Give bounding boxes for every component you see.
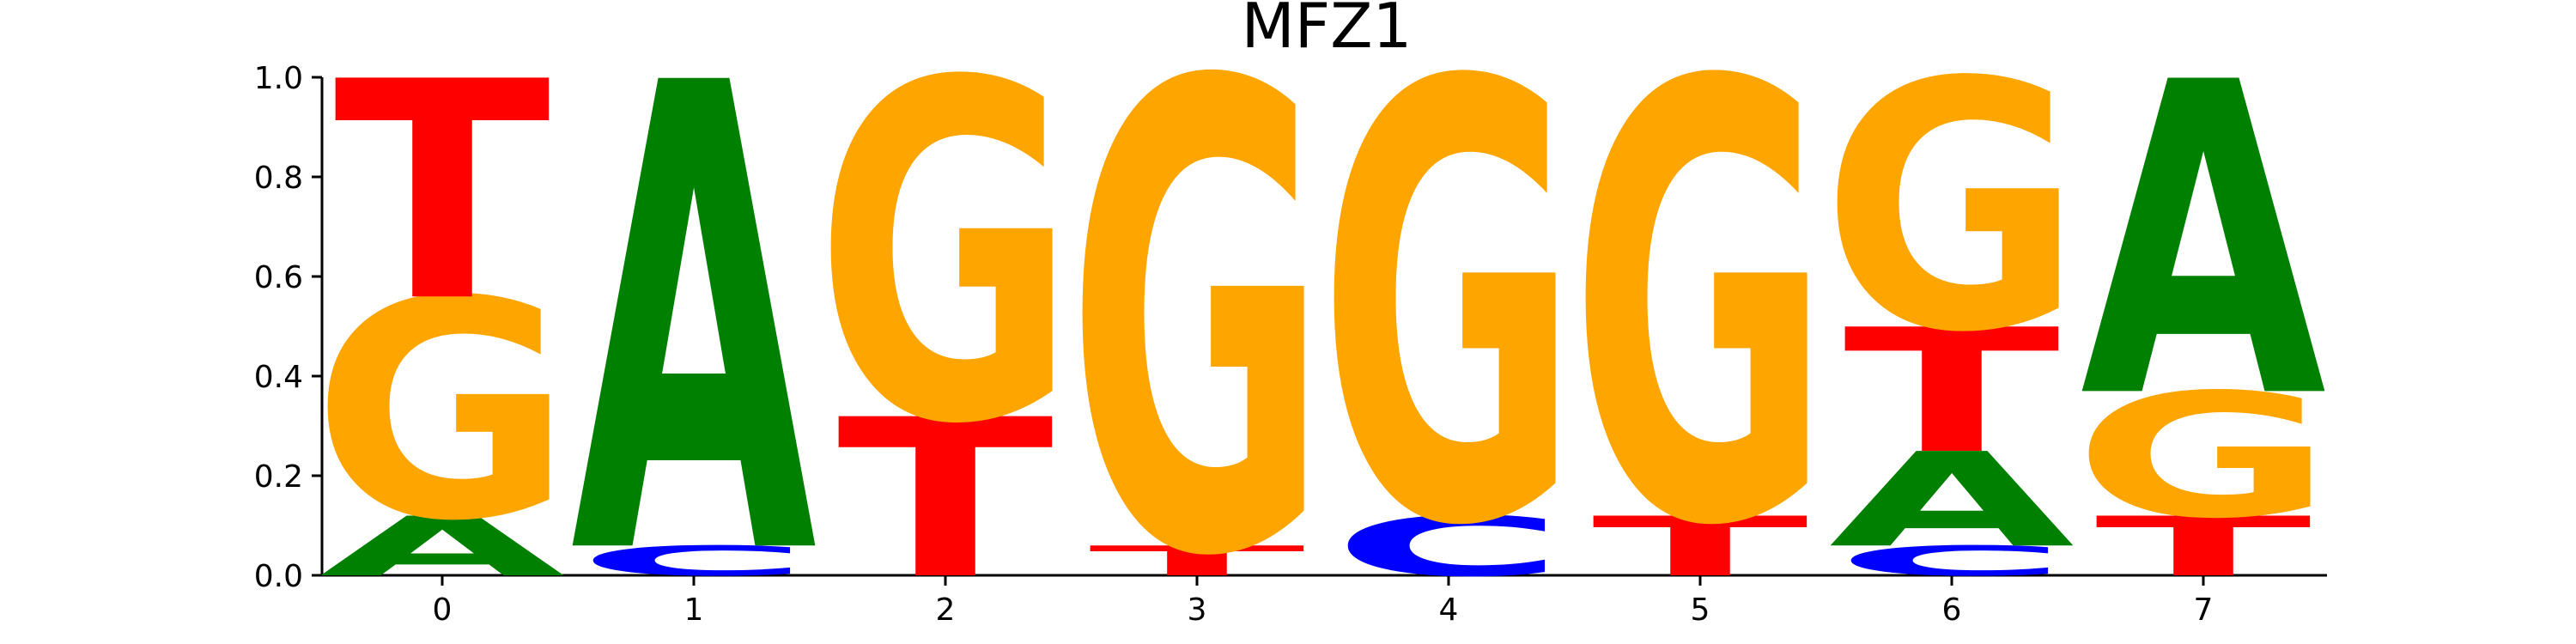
logo-letter-glyph: C	[577, 538, 810, 585]
logo-letter-G: G	[1066, 0, 1327, 644]
logo-letter-T: T	[837, 373, 1055, 627]
logo-letter-glyph: G	[312, 237, 573, 586]
y-tick-label: 0.6	[254, 260, 303, 295]
logo-letter-glyph: C	[1332, 499, 1564, 594]
x-tick-label: 3	[1188, 592, 1207, 628]
chart-title: MFZ1	[1242, 0, 1413, 62]
logo-letter-glyph: G	[1066, 0, 1327, 644]
logo-letter-glyph: T	[1844, 293, 2062, 492]
logo-letter-glyph: G	[2073, 357, 2334, 556]
x-tick-label: 6	[1942, 592, 1962, 628]
x-tick-label: 0	[433, 592, 453, 628]
logo-letter-glyph: G	[1318, 0, 1579, 644]
logo-letter-G: G	[815, 0, 1076, 526]
logo-letter-glyph: A	[319, 499, 568, 594]
x-tick-label: 7	[2194, 592, 2214, 628]
logo-letter-glyph: G	[1570, 0, 1831, 644]
logo-letter-A: A	[2081, 0, 2329, 493]
x-tick-label: 4	[1439, 592, 1459, 628]
y-tick-label: 1.0	[254, 61, 303, 96]
logo-letter-glyph: T	[2095, 499, 2313, 594]
logo-letter-glyph: T	[1089, 538, 1307, 585]
logo-letter-glyph: A	[1829, 425, 2077, 576]
logo-letter-A: A	[571, 0, 819, 644]
logo-letter-glyph: T	[334, 18, 552, 368]
y-tick-label: 0.0	[254, 559, 303, 594]
logo-letter-G: G	[1318, 0, 1579, 644]
x-tick-label: 1	[684, 592, 704, 628]
x-tick-label: 2	[936, 592, 956, 628]
logo-letter-glyph: C	[1835, 538, 2068, 585]
logo-letter-C: C	[1835, 538, 2068, 585]
logo-letter-C: C	[577, 538, 810, 585]
logo-letter-G: G	[1570, 0, 1831, 644]
logo-letter-glyph: A	[2081, 0, 2329, 493]
logo-letter-T: T	[1089, 538, 1307, 585]
logo-letter-glyph: T	[837, 373, 1055, 627]
logo-letter-C: C	[1332, 499, 1564, 594]
logo-letter-A: A	[1829, 425, 2077, 576]
logo-letter-glyph: T	[1592, 499, 1810, 594]
logo-letter-G: G	[1821, 10, 2082, 408]
logo-letter-T: T	[1592, 499, 1810, 594]
y-tick-label: 0.4	[254, 360, 303, 395]
logo-letter-glyph: G	[1821, 10, 2082, 408]
logo-letter-A: A	[319, 499, 568, 594]
logo-letter-T: T	[1844, 293, 2062, 492]
y-tick-label: 0.8	[254, 161, 303, 196]
x-tick-label: 5	[1691, 592, 1710, 628]
logo-letter-glyph: G	[815, 0, 1076, 526]
logo-letter-G: G	[2073, 357, 2334, 556]
logo-letter-G: G	[312, 237, 573, 586]
y-tick-label: 0.2	[254, 459, 303, 495]
logo-letter-T: T	[334, 18, 552, 368]
logo-letter-T: T	[2095, 499, 2313, 594]
logo-letter-glyph: A	[571, 0, 819, 644]
